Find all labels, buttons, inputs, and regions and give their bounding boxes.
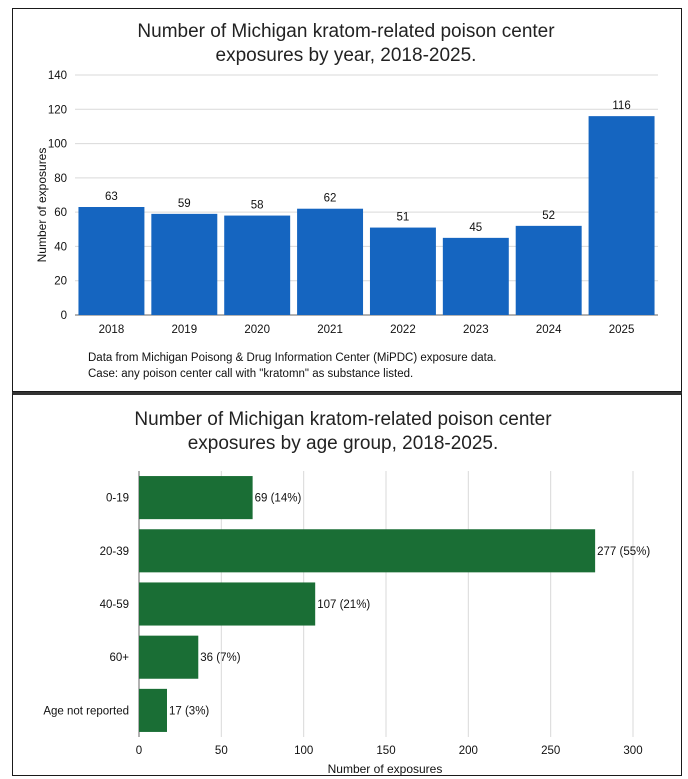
x-tick-label: 2023 xyxy=(463,324,489,336)
age-group-exposures-chart-panel: Number of Michigan kratom-related poison… xyxy=(12,392,682,776)
data-label: 63 xyxy=(105,191,118,203)
x-tick-label: 0 xyxy=(136,745,142,757)
y-tick-label: 120 xyxy=(48,104,67,116)
data-label: 59 xyxy=(178,198,191,210)
age-group-exposures-chart: Number of Michigan kratom-related poison… xyxy=(43,409,650,776)
x-tick-label: 250 xyxy=(541,745,560,757)
x-tick-label: 150 xyxy=(376,745,395,757)
data-label: 52 xyxy=(542,210,555,222)
data-label: 17 (3%) xyxy=(169,705,209,717)
bar-2020 xyxy=(224,215,291,315)
x-tick-label: 2018 xyxy=(99,324,125,336)
y-tick-label: 140 xyxy=(48,70,67,82)
x-tick-label: 2022 xyxy=(390,324,416,336)
bar-2018 xyxy=(78,207,145,315)
y-axis-label: Number of exposures xyxy=(35,148,49,263)
x-tick-label: 2019 xyxy=(172,324,198,336)
bar-20-39 xyxy=(139,529,596,573)
bar-40-59 xyxy=(139,582,316,626)
chart-title-line-1: Number of Michigan kratom-related poison… xyxy=(137,21,555,42)
x-axis-label: Number of exposures xyxy=(328,762,443,776)
bar-2024 xyxy=(515,225,582,315)
source-note-line-2: Case: any poison center call with "krato… xyxy=(88,368,413,380)
source-note-line-1: Data from Michigan Poisong & Drug Inform… xyxy=(88,352,496,364)
bar-age-not-reported xyxy=(139,688,167,732)
y-tick-label: 40 xyxy=(54,241,67,253)
data-label: 69 (14%) xyxy=(255,493,302,505)
x-tick-label: 50 xyxy=(215,745,228,757)
y-tick-label: Age not reported xyxy=(43,705,129,717)
bar-2019 xyxy=(151,213,218,315)
bar-2023 xyxy=(442,237,509,315)
x-tick-label: 300 xyxy=(623,745,642,757)
y-tick-label: 80 xyxy=(54,173,67,185)
chart-title-line-2: exposures by age group, 2018-2025. xyxy=(188,433,499,454)
y-tick-label: 60 xyxy=(54,207,67,219)
x-tick-label: 2021 xyxy=(317,324,343,336)
data-label: 58 xyxy=(251,200,264,212)
yearly-exposures-chart: Number of Michigan kratom-related poison… xyxy=(35,21,658,380)
bar-2021 xyxy=(297,208,364,315)
y-tick-label: 40-59 xyxy=(100,599,129,611)
x-tick-label: 100 xyxy=(294,745,313,757)
x-tick-label: 200 xyxy=(459,745,478,757)
x-tick-label: 2024 xyxy=(536,324,562,336)
data-label: 107 (21%) xyxy=(317,599,370,611)
bar-2022 xyxy=(369,227,436,315)
bar-60+ xyxy=(139,635,199,679)
data-label: 45 xyxy=(469,222,482,234)
y-tick-label: 0 xyxy=(61,310,67,322)
y-tick-label: 100 xyxy=(48,139,67,151)
data-label: 36 (7%) xyxy=(200,652,240,664)
y-tick-label: 60+ xyxy=(109,652,129,664)
yearly-exposures-chart-panel: Number of Michigan kratom-related poison… xyxy=(12,8,682,392)
data-label: 62 xyxy=(324,193,337,205)
bar-0-19 xyxy=(139,476,253,520)
y-tick-label: 20 xyxy=(54,276,67,288)
y-tick-label: 20-39 xyxy=(100,546,129,558)
y-tick-label: 0-19 xyxy=(106,493,129,505)
x-tick-label: 2020 xyxy=(244,324,270,336)
chart-title-line-1: Number of Michigan kratom-related poison… xyxy=(134,409,552,430)
chart-title-line-2: exposures by year, 2018-2025. xyxy=(216,45,477,66)
bar-2025 xyxy=(588,116,655,316)
data-label: 51 xyxy=(397,212,410,224)
data-label: 277 (55%) xyxy=(597,546,650,558)
x-tick-label: 2025 xyxy=(609,324,635,336)
data-label: 116 xyxy=(612,100,630,112)
